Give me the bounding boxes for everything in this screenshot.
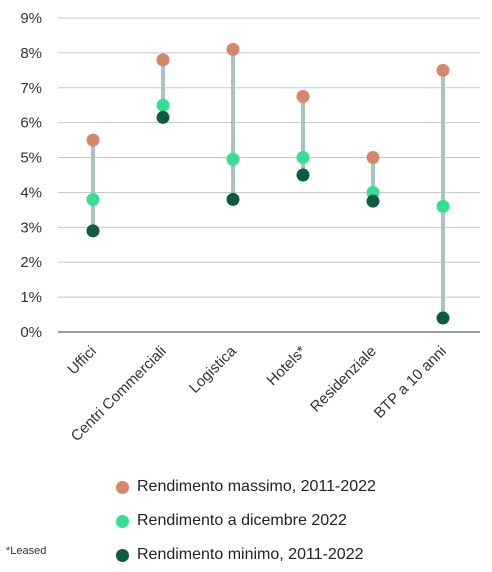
x-category-label: Hotels* (264, 343, 310, 389)
point-min (436, 311, 450, 325)
legend-item-min: Rendimento minimo, 2011-2022 (116, 538, 376, 572)
y-tick-label: 2% (20, 254, 42, 271)
point-max (366, 151, 380, 165)
point-max (226, 42, 240, 56)
point-max (156, 53, 170, 67)
legend-marker-max (116, 480, 129, 494)
x-category-label: Uffici (64, 343, 99, 378)
point-december (156, 98, 170, 112)
y-tick-label: 6% (20, 115, 42, 132)
point-min (86, 224, 100, 238)
y-tick-label: 3% (20, 219, 42, 236)
y-axis-ticks: 0% 1% 2% 3% 4% 5% 6% 7% 8% 9% (20, 10, 42, 341)
x-category-label: Residenziale (307, 343, 380, 416)
y-tick-label: 0% (20, 324, 42, 341)
point-min (226, 192, 240, 206)
x-category-label: Logistica (186, 342, 240, 396)
gridlines (58, 17, 480, 333)
legend-label-min: Rendimento minimo, 2011-2022 (137, 546, 364, 563)
point-december (436, 199, 450, 213)
point-december (296, 151, 310, 165)
y-tick-label: 7% (20, 80, 42, 97)
legend-label-dec: Rendimento a dicembre 2022 (137, 512, 347, 529)
y-tick-label: 1% (20, 289, 42, 306)
point-min (296, 168, 310, 182)
legend-item-max: Rendimento massimo, 2011-2022 (116, 470, 376, 504)
legend-item-dec: Rendimento a dicembre 2022 (116, 504, 376, 538)
point-min (156, 110, 170, 124)
legend-label-max: Rendimento massimo, 2011-2022 (137, 478, 376, 495)
legend-marker-min (116, 548, 129, 562)
point-max (436, 63, 450, 77)
point-max (296, 90, 310, 103)
y-tick-label: 8% (20, 45, 42, 62)
y-tick-label: 5% (20, 150, 42, 167)
data-points (86, 42, 450, 325)
y-tick-label: 4% (20, 184, 42, 201)
footnote: *Leased (6, 545, 47, 557)
point-max (86, 133, 100, 147)
legend-marker-dec (116, 514, 129, 528)
point-december (226, 152, 240, 166)
range-lines (91, 49, 445, 319)
point-december (86, 192, 100, 206)
x-category-label: BTP a 10 anni (371, 343, 450, 422)
point-min (366, 194, 380, 208)
legend: Rendimento massimo, 2011-2022 Rendimento… (116, 470, 376, 572)
y-tick-label: 9% (20, 10, 42, 27)
